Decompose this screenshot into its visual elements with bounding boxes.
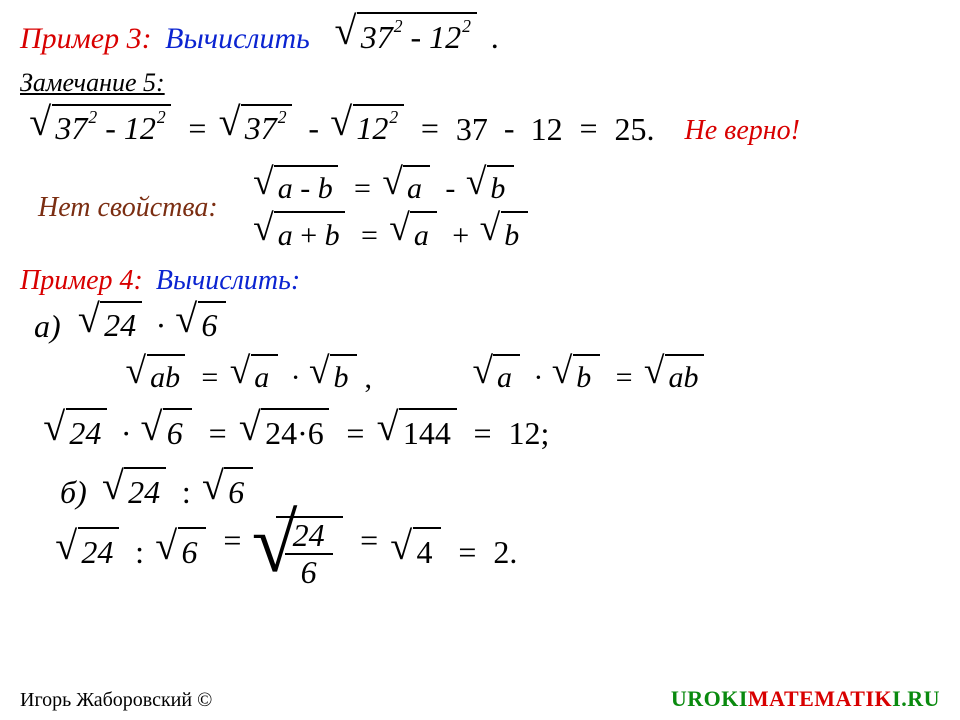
note5-label: Замечание 5:: [20, 68, 165, 97]
part-a-label: а): [34, 307, 61, 343]
w-b2: 12: [356, 110, 388, 146]
pbw-den: 6: [285, 553, 333, 590]
w-ae: 2: [88, 107, 97, 127]
pbw-num: 24: [285, 518, 333, 553]
example4-label: Пример 4:: [20, 265, 143, 296]
example3-expr: 372-122 .: [339, 19, 498, 55]
example3-line: Пример 3: Вычислить 372-122 .: [20, 12, 940, 55]
site-pre: UROKI: [671, 686, 748, 711]
site-post: I.RU: [892, 686, 940, 711]
part-a-identity: ab = a · b , a · b = ab: [20, 354, 940, 394]
part-b-header: б) 24 : 6: [20, 467, 940, 510]
example3-label: Пример 3:: [20, 22, 152, 55]
ex3-base2: 12: [429, 19, 461, 55]
site-mid: MATEMATIK: [748, 686, 892, 711]
paw-prod-expr: 24·6: [261, 408, 329, 451]
wrong-derivation: 372-122 = 372 - 122 = 37 - 12 = 25. Не в…: [20, 104, 940, 148]
part-b-label: б): [60, 474, 87, 510]
pbw-b: 6: [178, 527, 207, 570]
ex3-exp2: 2: [462, 16, 471, 36]
part-a-header: а) 24 · 6: [20, 301, 940, 344]
pa-n2: 6: [198, 301, 227, 344]
part-b-work: 24 : 6 = 24 6 = 4 = 2.: [20, 516, 940, 592]
paw-prod: 144: [399, 408, 457, 451]
pa-n1: 24: [100, 301, 142, 344]
w-mid2: 12: [531, 110, 563, 146]
w-mid1: 37: [456, 110, 488, 146]
footer-site: UROKIMATEMATIKI.RU: [671, 686, 940, 712]
no-prop-line2: a+b = a + b: [258, 211, 528, 251]
part-a-work: 24 · 6 = 24·6 = 144 = 12;: [20, 408, 940, 451]
example3-task: Вычислить: [165, 22, 310, 55]
no-prop-line1: a-b = a - b: [258, 165, 528, 205]
w-b: 12: [124, 110, 156, 146]
pbw-a: 24: [78, 527, 120, 570]
w-be: 2: [157, 107, 166, 127]
math-slide: Пример 3: Вычислить 372-122 . Замечание …: [0, 0, 960, 720]
ex3-tail: .: [491, 19, 499, 55]
no-property-block: Нет свойства: a-b = a - b a+b = a + b: [20, 165, 940, 252]
pbw-res: 2.: [493, 534, 517, 570]
w-be2: 2: [389, 107, 398, 127]
example4-line: Пример 4: Вычислить:: [20, 266, 940, 297]
wrong-verdict: Не верно!: [685, 115, 800, 146]
paw-a: 24: [66, 408, 108, 451]
w-res: 25.: [615, 110, 655, 146]
footer-author: Игорь Жаборовский ©: [20, 689, 212, 712]
w-ae2: 2: [278, 107, 287, 127]
paw-res: 12;: [509, 415, 550, 451]
no-property-label: Нет свойства:: [38, 193, 218, 224]
paw-b: 6: [163, 408, 192, 451]
pb-n2: 6: [224, 467, 253, 510]
pb-n1: 24: [124, 467, 166, 510]
pbw-root: 4: [413, 527, 442, 570]
ex3-exp1: 2: [394, 16, 403, 36]
w-a2: 37: [245, 110, 277, 146]
example4-task: Вычислить:: [156, 265, 300, 296]
w-a: 37: [55, 110, 87, 146]
note5-line: Замечание 5:: [20, 69, 940, 98]
ex3-base1: 37: [361, 19, 393, 55]
